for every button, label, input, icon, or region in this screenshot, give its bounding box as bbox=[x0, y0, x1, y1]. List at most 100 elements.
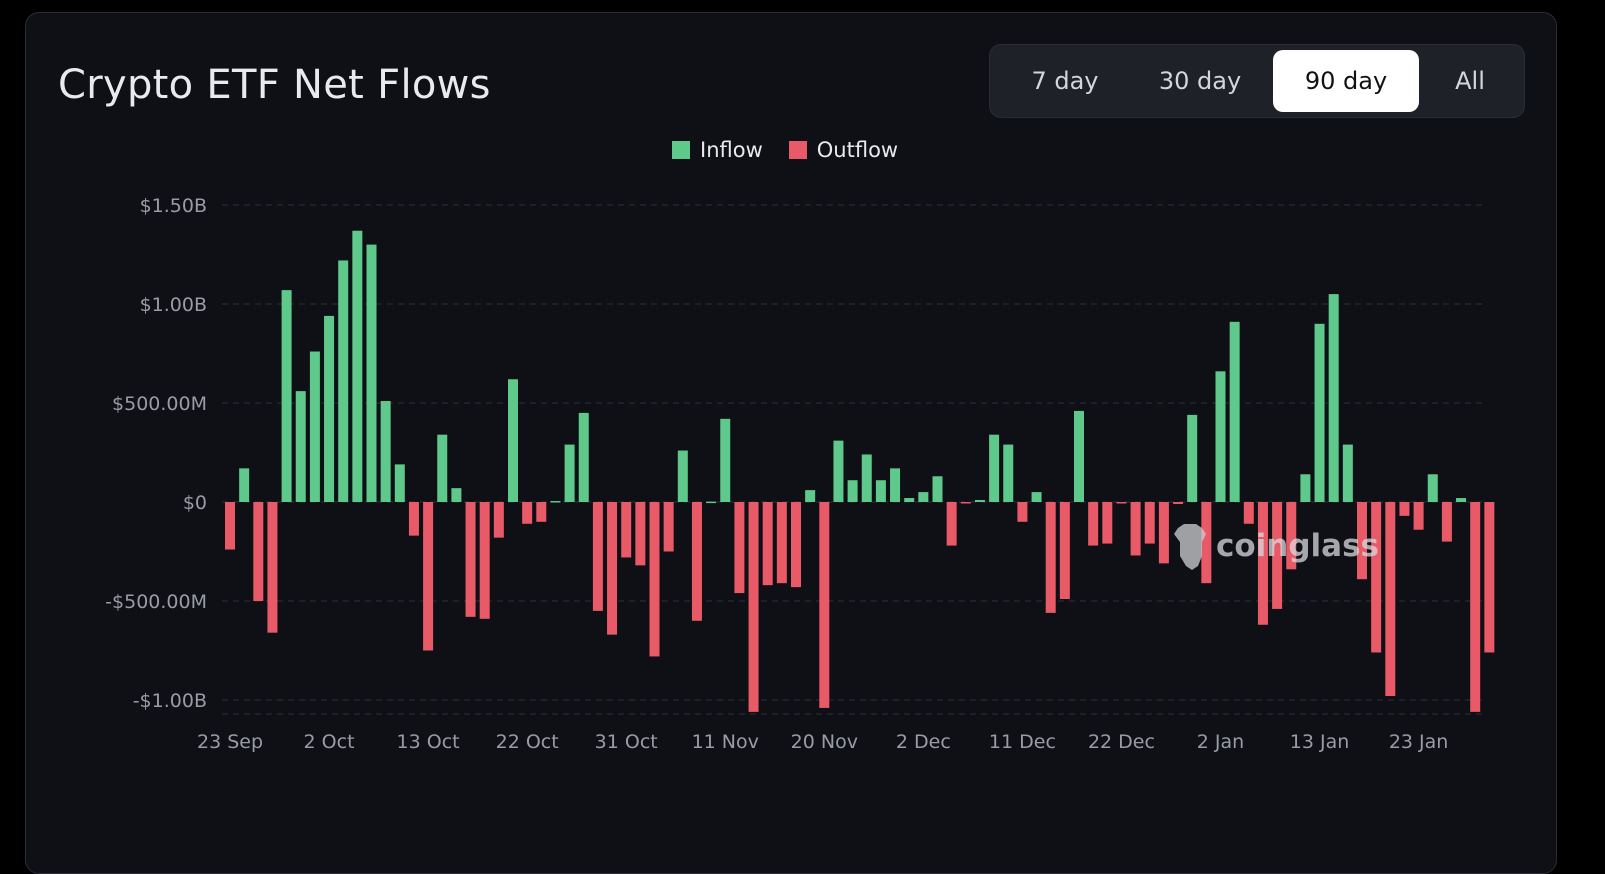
inflow-bar bbox=[1215, 371, 1226, 502]
x-tick-label: 13 Jan bbox=[1290, 731, 1350, 753]
outflow-bar bbox=[734, 502, 745, 594]
inflow-bar bbox=[352, 230, 363, 503]
y-tick-label: $500.00M bbox=[112, 393, 207, 415]
inflow-bar bbox=[578, 412, 589, 502]
inflow-bar bbox=[295, 391, 306, 502]
inflow-bar bbox=[309, 351, 320, 502]
inflow-bar bbox=[904, 498, 915, 502]
inflow-bar bbox=[805, 490, 816, 502]
outflow-bar bbox=[1201, 502, 1212, 584]
inflow-bar bbox=[451, 488, 462, 502]
inflow-swatch bbox=[672, 141, 690, 159]
page-title: Crypto ETF Net Flows bbox=[58, 62, 491, 108]
outflow-bar bbox=[253, 502, 264, 601]
inflow-bar bbox=[1229, 321, 1240, 502]
outflow-bar bbox=[479, 502, 490, 619]
outflow-bar bbox=[536, 502, 547, 522]
inflow-bar bbox=[1031, 492, 1042, 502]
inflow-bar bbox=[281, 290, 292, 502]
inflow-bar bbox=[833, 440, 844, 502]
x-tick-label: 11 Nov bbox=[692, 731, 759, 753]
inflow-bar bbox=[1074, 410, 1084, 502]
inflow-bar bbox=[875, 480, 886, 502]
x-tick-label: 22 Dec bbox=[1088, 731, 1155, 753]
inflow-bar bbox=[677, 450, 688, 502]
inflow-bar bbox=[974, 500, 985, 502]
outflow-bar bbox=[1441, 502, 1452, 542]
x-tick-label: 13 Oct bbox=[397, 731, 460, 753]
inflow-bar bbox=[508, 379, 518, 502]
x-tick-label: 31 Oct bbox=[595, 731, 658, 753]
outflow-bar bbox=[408, 502, 419, 536]
outflow-bar bbox=[607, 502, 618, 635]
inflow-bar bbox=[564, 444, 575, 502]
tab-90-day[interactable]: 90 day bbox=[1273, 50, 1419, 112]
legend-outflow[interactable]: Outflow bbox=[788, 138, 899, 162]
inflow-bar bbox=[380, 401, 391, 502]
outflow-bar bbox=[1173, 502, 1184, 504]
outflow-bar bbox=[1272, 502, 1283, 609]
tab-all[interactable]: All bbox=[1455, 67, 1485, 95]
x-tick-label: 2 Jan bbox=[1197, 731, 1244, 753]
outflow-bar bbox=[1017, 502, 1028, 522]
legend-inflow[interactable]: Inflow bbox=[672, 138, 763, 162]
outflow-bar bbox=[592, 502, 603, 611]
outflow-bar bbox=[1371, 502, 1382, 653]
tab-30-day[interactable]: 30 day bbox=[1158, 67, 1242, 95]
inflow-bar bbox=[1003, 444, 1014, 502]
inflow-bar bbox=[932, 476, 943, 502]
outflow-bar bbox=[819, 502, 830, 708]
inflow-bar bbox=[1300, 474, 1311, 502]
y-tick-label: $1.00B bbox=[140, 294, 207, 316]
inflow-bar bbox=[437, 434, 448, 502]
inflow-bar bbox=[918, 492, 929, 502]
outflow-bar bbox=[1243, 502, 1254, 524]
watermark-text: coinglass bbox=[1216, 528, 1380, 564]
legend-outflow-label: Outflow bbox=[816, 138, 899, 162]
coinglass-logo-icon bbox=[1174, 524, 1206, 570]
inflow-bar bbox=[720, 418, 731, 502]
inflow-bar bbox=[394, 464, 405, 502]
outflow-bar bbox=[691, 502, 702, 621]
x-tick-label: 11 Dec bbox=[989, 731, 1056, 753]
outflow-bar bbox=[1088, 502, 1099, 546]
outflow-bar bbox=[649, 502, 660, 657]
inflow-bar bbox=[1427, 474, 1438, 502]
outflow-bar bbox=[663, 502, 674, 552]
y-tick-label: $1.50B bbox=[140, 195, 207, 217]
outflow-bar bbox=[225, 502, 235, 550]
y-tick-label: -$1.00B bbox=[133, 690, 207, 712]
outflow-bar bbox=[267, 502, 278, 633]
inflow-bar bbox=[1456, 498, 1467, 502]
outflow-bar bbox=[1059, 502, 1070, 600]
watermark: coinglass bbox=[1172, 520, 1379, 572]
legend: Inflow Outflow bbox=[672, 138, 898, 162]
inflow-bar bbox=[706, 501, 717, 504]
outflow-bar bbox=[1286, 502, 1297, 570]
outflow-bar bbox=[465, 502, 476, 617]
outflow-bar bbox=[522, 502, 533, 524]
outflow-bar bbox=[762, 502, 773, 586]
x-tick-label: 23 Jan bbox=[1389, 731, 1449, 753]
outflow-bar bbox=[791, 502, 801, 588]
inflow-bar bbox=[1342, 444, 1353, 502]
inflow-bar bbox=[847, 480, 858, 502]
inflow-bar bbox=[550, 501, 561, 503]
outflow-bar bbox=[946, 502, 957, 546]
inflow-bar bbox=[1187, 414, 1198, 502]
inflow-bar bbox=[1328, 294, 1339, 502]
outflow-bar bbox=[1357, 502, 1367, 580]
tab-7-day[interactable]: 7 day bbox=[1031, 67, 1099, 95]
outflow-swatch bbox=[788, 141, 807, 159]
outflow-bar bbox=[1116, 502, 1127, 504]
outflow-bar bbox=[1045, 502, 1056, 613]
y-tick-label: -$500.00M bbox=[105, 591, 207, 613]
outflow-bar bbox=[621, 502, 632, 558]
outflow-bar bbox=[1385, 502, 1396, 697]
outflow-bar bbox=[1158, 502, 1169, 564]
outflow-bar bbox=[960, 502, 971, 504]
outflow-bar bbox=[1470, 502, 1481, 712]
x-tick-label: 2 Dec bbox=[896, 731, 951, 753]
inflow-bar bbox=[338, 260, 349, 502]
inflow-bar bbox=[989, 434, 1000, 502]
